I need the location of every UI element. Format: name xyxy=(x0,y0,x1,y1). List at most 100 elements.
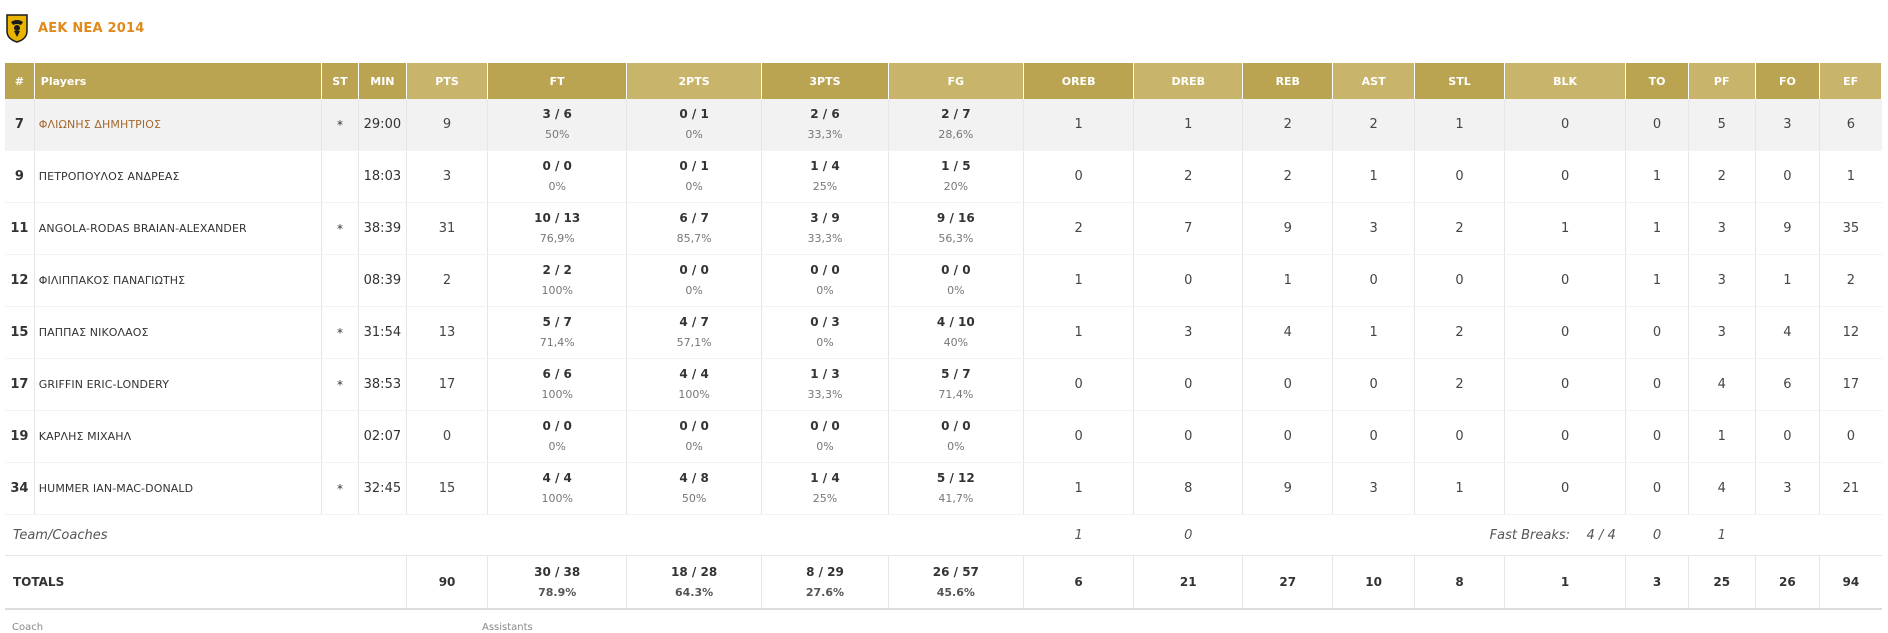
player-ft: 10 / 13 76,9% xyxy=(487,202,627,255)
col-stl: STL xyxy=(1414,63,1505,99)
col-2pts: 2PTS xyxy=(626,63,763,99)
player-name[interactable]: ΦΛΙΩΝΗΣ ΔΗΜΗΤΡΙΟΣ xyxy=(34,99,322,151)
made-attempted: 5 / 7 xyxy=(542,315,572,329)
player-pf: 3 xyxy=(1688,306,1756,359)
col-pf: PF xyxy=(1688,63,1756,99)
player-ast: 0 xyxy=(1332,410,1416,463)
player-reb: 2 xyxy=(1242,150,1334,203)
percentage: 85,7% xyxy=(676,232,712,245)
player-ast: 3 xyxy=(1332,202,1416,255)
player-reb: 4 xyxy=(1242,306,1334,359)
percentage: 100% xyxy=(541,492,573,505)
player-name[interactable]: ΠΕΤΡΟΠΟΥΛΟΣ ΑΝΔΡΕΑΣ xyxy=(34,150,322,203)
percentage: 0% xyxy=(548,180,566,193)
totals-label: TOTALS xyxy=(5,555,407,610)
starter-marker: * xyxy=(321,462,360,515)
player-reb: 2 xyxy=(1242,99,1334,151)
team-name[interactable]: AEK NEA 2014 xyxy=(38,20,145,36)
team-coaches-label: Team/Coaches xyxy=(13,527,108,543)
player-fo: 3 xyxy=(1755,462,1821,515)
player-pts: 31 xyxy=(406,202,489,255)
player-stl: 2 xyxy=(1414,202,1505,255)
player-ast: 1 xyxy=(1332,306,1416,359)
player-to: 0 xyxy=(1625,306,1689,359)
made-attempted: 3 / 9 xyxy=(810,211,840,225)
made-attempted: 5 / 7 xyxy=(941,367,971,381)
player-ef: 2 xyxy=(1819,254,1882,307)
percentage: 0% xyxy=(685,284,703,297)
player-fo: 0 xyxy=(1755,150,1821,203)
made-attempted: 0 / 1 xyxy=(679,159,709,173)
player-name[interactable]: ANGOLA-RODAS BRAIAN-ALEXANDER xyxy=(34,202,322,255)
percentage: 57,1% xyxy=(676,336,712,349)
totals-reb: 27 xyxy=(1242,555,1334,610)
made-attempted: 1 / 4 xyxy=(810,471,840,485)
col-number: # xyxy=(5,63,35,99)
player-oreb: 0 xyxy=(1023,150,1135,203)
player-fg: 5 / 12 41,7% xyxy=(888,462,1025,515)
made-attempted: 0 / 0 xyxy=(542,419,572,433)
made-attempted: 0 / 0 xyxy=(941,419,971,433)
player-to: 0 xyxy=(1625,462,1689,515)
player-ef: 6 xyxy=(1819,99,1882,151)
player-oreb: 2 xyxy=(1023,202,1135,255)
player-dreb: 1 xyxy=(1133,99,1244,151)
player-pf: 3 xyxy=(1688,202,1756,255)
player-name[interactable]: ΚΑΡΛΗΣ ΜΙΧΑΗΛ xyxy=(34,410,322,463)
player-ast: 2 xyxy=(1332,99,1416,151)
player-number: 17 xyxy=(5,358,35,411)
player-dreb: 7 xyxy=(1133,202,1244,255)
totals-ef: 94 xyxy=(1819,555,1882,610)
player-blk: 0 xyxy=(1504,99,1627,151)
player-reb: 9 xyxy=(1242,462,1334,515)
player-p3: 0 / 3 0% xyxy=(761,306,889,359)
player-stl: 1 xyxy=(1414,462,1505,515)
percentage: 25% xyxy=(812,180,838,193)
totals-dreb: 21 xyxy=(1133,555,1244,610)
col-ft: FT xyxy=(487,63,627,99)
player-name[interactable]: ΠΑΠΠΑΣ ΝΙΚΟΛΑΟΣ xyxy=(34,306,322,359)
player-dreb: 8 xyxy=(1133,462,1244,515)
player-ef: 0 xyxy=(1819,410,1882,463)
player-to: 0 xyxy=(1625,358,1689,411)
percentage: 71,4% xyxy=(539,336,575,349)
player-fo: 0 xyxy=(1755,410,1821,463)
player-fg: 0 / 0 0% xyxy=(888,254,1025,307)
percentage: 56,3% xyxy=(938,232,974,245)
percentage: 28,6% xyxy=(938,128,974,141)
fast-breaks-value: 4 / 4 xyxy=(1586,527,1616,543)
player-number: 15 xyxy=(5,306,35,359)
aek-eagle-logo-icon xyxy=(6,14,28,43)
player-name[interactable]: GRIFFIN ERIC-LONDERY xyxy=(34,358,322,411)
player-row: 17 GRIFFIN ERIC-LONDERY * 38:53 17 6 / 6 100% 4… xyxy=(5,358,1882,411)
percentage: 0% xyxy=(548,440,566,453)
starter-marker: * xyxy=(321,306,360,359)
player-number: 7 xyxy=(5,99,35,151)
made-attempted: 4 / 7 xyxy=(679,315,709,329)
made-attempted: 6 / 7 xyxy=(679,211,709,225)
col-3pts: 3PTS xyxy=(761,63,889,99)
player-ft: 3 / 6 50% xyxy=(487,99,627,151)
player-to: 1 xyxy=(1625,202,1689,255)
fast-breaks-label: Fast Breaks: xyxy=(1489,527,1571,543)
percentage: 100% xyxy=(678,388,710,401)
percentage: 33,3% xyxy=(807,232,843,245)
player-minutes: 18:03 xyxy=(358,150,407,203)
player-ef: 35 xyxy=(1819,202,1882,255)
totals-pf: 25 xyxy=(1688,555,1756,610)
player-name[interactable]: ΦΙΛΙΠΠΑΚΟΣ ΠΑΝΑΓΙΩΤΗΣ xyxy=(34,254,322,307)
percentage: 33,3% xyxy=(807,128,843,141)
player-name[interactable]: HUMMER IAN-MAC-DONALD xyxy=(34,462,322,515)
team-oreb: 1 xyxy=(1074,527,1083,543)
player-row: 7 ΦΛΙΩΝΗΣ ΔΗΜΗΤΡΙΟΣ * 29:00 9 3 / 6 50% 0 / 1 0%… xyxy=(5,99,1882,151)
player-pts: 13 xyxy=(406,306,489,359)
made-attempted: 4 / 4 xyxy=(679,367,709,381)
player-stl: 0 xyxy=(1414,150,1505,203)
player-row: 19 ΚΑΡΛΗΣ ΜΙΧΑΗΛ 02:07 0 0 / 0 0% 0 / 0 0% 0 / 0… xyxy=(5,410,1882,463)
player-ft: 5 / 7 71,4% xyxy=(487,306,627,359)
percentage: 0% xyxy=(816,336,834,349)
col-blk: BLK xyxy=(1504,63,1627,99)
percentage: 25% xyxy=(812,492,838,505)
made-attempted: 1 / 3 xyxy=(810,367,840,381)
made-attempted: 1 / 5 xyxy=(941,159,971,173)
